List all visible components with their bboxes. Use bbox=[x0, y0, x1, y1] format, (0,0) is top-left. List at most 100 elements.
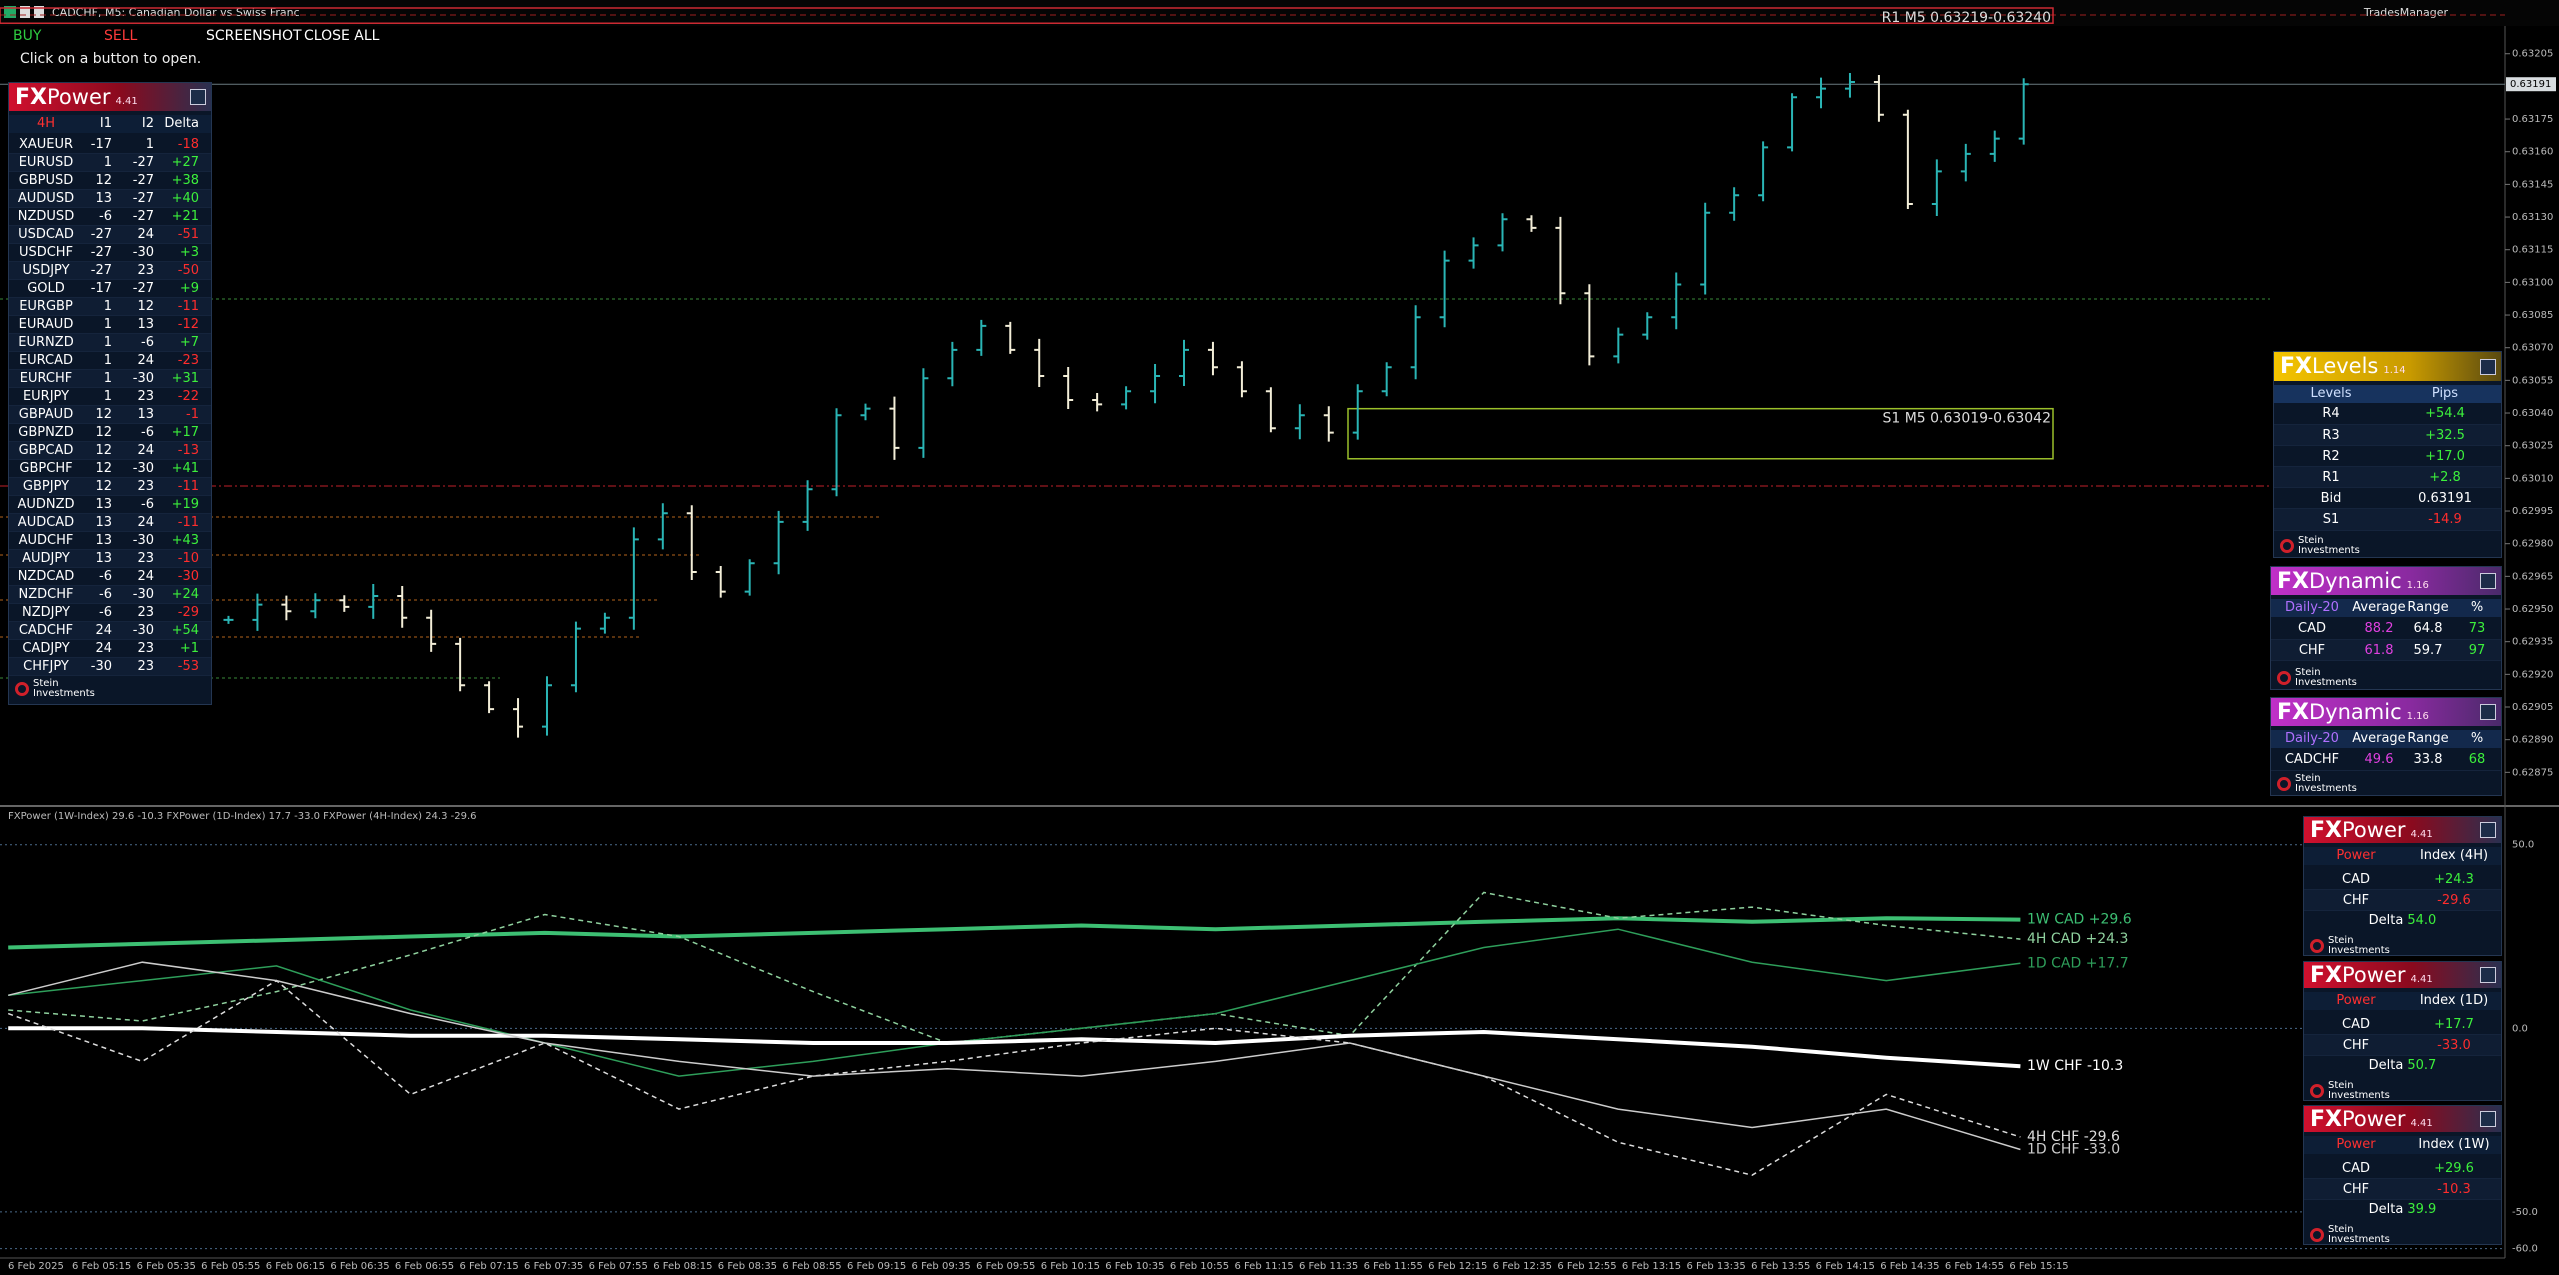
series-label: 1W CHF -10.3 bbox=[2027, 1058, 2123, 1074]
value-cell: -6 bbox=[141, 424, 154, 440]
value-cell: 13 bbox=[137, 316, 154, 332]
column-header-row: Daily-20 Average Range% bbox=[2271, 599, 2501, 617]
price-bar bbox=[1063, 367, 1074, 409]
name-cell: GBPCHF bbox=[19, 460, 73, 476]
panel-row: CHF -10.3 bbox=[2304, 1178, 2501, 1200]
value-cell: +17.0 bbox=[2425, 448, 2465, 464]
value-cell: 68 bbox=[2468, 752, 2486, 768]
price-bar bbox=[484, 681, 495, 714]
panel-row: S1 -14.9 bbox=[2274, 509, 2501, 531]
panel-menu-icon[interactable] bbox=[2480, 1111, 2496, 1127]
value-cell: 64.8 bbox=[2413, 621, 2443, 637]
toolbar-button[interactable]: SELL bbox=[104, 28, 138, 44]
panel-menu-icon[interactable] bbox=[2480, 822, 2496, 838]
value-cell: 23 bbox=[137, 658, 154, 674]
delta-row: Delta 50.7 bbox=[2304, 1056, 2501, 1076]
value-cell: 1 bbox=[103, 352, 112, 368]
value-cell: +31 bbox=[171, 370, 199, 386]
panel-row: R3 +32.5 bbox=[2274, 424, 2501, 446]
panel-name: Power bbox=[47, 85, 111, 109]
panel-menu-icon[interactable] bbox=[190, 89, 206, 105]
value-cell: -6 bbox=[141, 334, 154, 350]
panel-header: FXDynamic 1.16 bbox=[2271, 698, 2501, 726]
name-cell: CHF bbox=[2342, 1037, 2370, 1053]
panel-footer: Stein Investments bbox=[2328, 1080, 2390, 1101]
name-cell: AUDJPY bbox=[22, 550, 70, 566]
column-header: Index (4H) bbox=[2419, 848, 2489, 863]
price-bar bbox=[1352, 384, 1363, 440]
panel-row: CADCHF 49.6 33.8 68 bbox=[2271, 749, 2501, 771]
price-bar bbox=[368, 583, 379, 619]
x-tick-label: 6 Feb 10:35 bbox=[1105, 1261, 1164, 1272]
stein-logo bbox=[2310, 1084, 2324, 1098]
delta-row: Delta 39.9 bbox=[2304, 1200, 2501, 1220]
y-tick-label: 0.63040 bbox=[2512, 408, 2553, 419]
value-cell: 12 bbox=[95, 406, 112, 422]
panel-brand: FX bbox=[2277, 700, 2309, 725]
toolbar-button[interactable]: SCREENSHOT bbox=[206, 28, 302, 44]
toolbar-button[interactable]: BUY bbox=[13, 28, 42, 44]
series-label: 4H CAD +24.3 bbox=[2027, 931, 2128, 947]
delta-row: Delta 54.0 bbox=[2304, 911, 2501, 931]
panel-title: FXPower 4.41 bbox=[15, 83, 138, 111]
panel-row: NZDCHF -6 -30 +24 bbox=[9, 585, 211, 604]
value-cell: -30 bbox=[132, 622, 154, 638]
price-bar bbox=[397, 585, 408, 628]
panel-row: EURNZD 1 -6 +7 bbox=[9, 333, 211, 352]
value-cell: -27 bbox=[90, 226, 112, 242]
price-bar bbox=[1700, 202, 1711, 295]
value-cell: -10 bbox=[177, 550, 199, 566]
value-cell: -6 bbox=[99, 568, 112, 584]
panel-name: Dynamic bbox=[2309, 569, 2402, 593]
window-icon bbox=[34, 6, 44, 18]
value-cell: 23 bbox=[137, 262, 154, 278]
name-cell: GOLD bbox=[27, 280, 65, 296]
price-bar bbox=[1323, 406, 1334, 442]
panel-header: FXPower 4.41 bbox=[9, 83, 211, 111]
panel-row: CHF -29.6 bbox=[2304, 889, 2501, 911]
price-bar bbox=[570, 621, 581, 693]
value-cell: 24 bbox=[137, 352, 154, 368]
panel-menu-icon[interactable] bbox=[2480, 704, 2496, 720]
price-bar bbox=[1005, 321, 1016, 354]
y-tick-label: 0.63055 bbox=[2512, 375, 2553, 386]
value-cell: 97 bbox=[2468, 642, 2486, 658]
value-cell: -27 bbox=[90, 262, 112, 278]
value-cell: -23 bbox=[177, 352, 199, 368]
price-bar bbox=[1294, 404, 1305, 440]
panel-row: CHF -33.0 bbox=[2304, 1034, 2501, 1056]
value-cell: -30 bbox=[132, 532, 154, 548]
toolbar-button[interactable]: CLOSE ALL bbox=[304, 28, 380, 44]
window-icon bbox=[20, 6, 30, 18]
x-tick-label: 6 Feb 06:35 bbox=[330, 1261, 389, 1272]
panel-menu-icon[interactable] bbox=[2480, 358, 2496, 375]
panel-row: CAD +29.6 bbox=[2304, 1157, 2501, 1179]
price-bar bbox=[1555, 216, 1566, 305]
y-tick-label: 0.63205 bbox=[2512, 49, 2553, 60]
bid-box bbox=[2506, 77, 2556, 92]
price-bar bbox=[1584, 284, 1595, 366]
panel-row: R2 +17.0 bbox=[2274, 445, 2501, 467]
value-cell: +27 bbox=[171, 154, 199, 170]
panel-header: FXDynamic 1.16 bbox=[2271, 567, 2501, 595]
panel-footer: Stein Investments bbox=[2295, 667, 2357, 688]
panel-version: 4.41 bbox=[2410, 974, 2433, 985]
x-tick-label: 6 Feb 12:15 bbox=[1428, 1261, 1487, 1272]
y-tick-label: 0.62935 bbox=[2512, 637, 2553, 648]
name-cell: CAD bbox=[2342, 1016, 2370, 1032]
panel: FXPower 4.41 4H I1 I2 Delta XAUEUR -17 1 -18 EURUS… bbox=[8, 82, 212, 705]
price-bar bbox=[1092, 392, 1103, 412]
panel-menu-icon[interactable] bbox=[2480, 967, 2496, 983]
panel-version: 4.41 bbox=[115, 96, 138, 107]
value-cell: -17 bbox=[90, 280, 112, 296]
y-tick-label: 0.62875 bbox=[2512, 767, 2553, 778]
value-cell: 88.2 bbox=[2364, 621, 2394, 637]
column-header: Range bbox=[2407, 600, 2449, 615]
value-cell: 1 bbox=[103, 154, 112, 170]
name-cell: USDJPY bbox=[22, 262, 70, 278]
panel-menu-icon[interactable] bbox=[2480, 573, 2496, 589]
panel-row: CADCHF 24 -30 +54 bbox=[9, 621, 211, 640]
value-cell: 1 bbox=[103, 334, 112, 350]
stein-logo bbox=[2310, 939, 2324, 953]
